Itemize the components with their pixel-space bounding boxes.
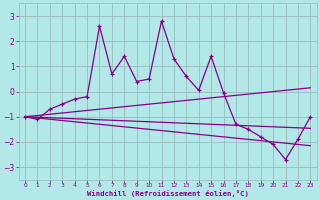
X-axis label: Windchill (Refroidissement éolien,°C): Windchill (Refroidissement éolien,°C) bbox=[87, 190, 249, 197]
